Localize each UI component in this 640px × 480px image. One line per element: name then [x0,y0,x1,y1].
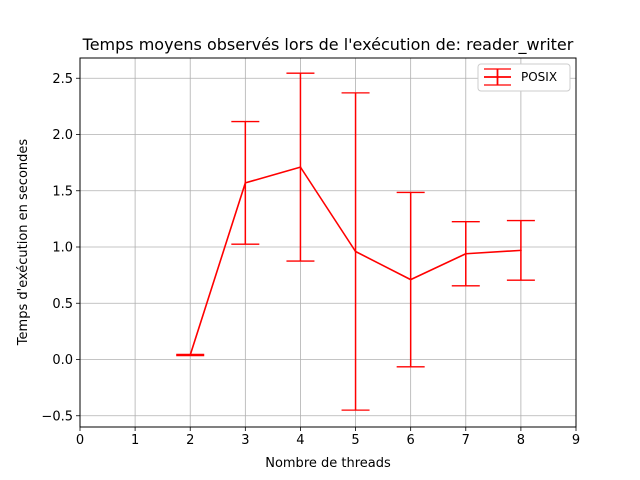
plot-frame [79,57,577,428]
data-point [299,166,302,169]
legend-label-posix: POSIX [521,70,557,84]
y-tick-label: 1.0 [52,241,73,256]
data-point [519,249,522,252]
y-tick-label: −0.5 [41,409,73,424]
x-axis-title: Nombre de threads [265,456,391,471]
x-tick-label: 3 [241,433,249,448]
x-tick-label: 1 [131,433,139,448]
legend-box [477,63,571,92]
data-point [354,250,357,253]
data-point [464,252,467,255]
y-tick-label: 2.0 [52,128,73,143]
ticks: 0 1 2 3 4 5 6 7 8 9 −0.5 0.0 0.5 1.0 1.5 2.0 2.5 [41,72,580,448]
x-tick-label: 7 [462,433,470,448]
x-tick-label: 9 [572,433,580,448]
x-tick-label: 4 [296,433,304,448]
x-tick-label: 8 [517,433,525,448]
x-tick-label: 0 [76,433,84,448]
y-axis-title: Temps d'exécution en secondes [16,139,31,347]
y-tick-label: 1.5 [52,184,73,199]
x-tick-label: 2 [186,433,194,448]
legend: POSIX [477,63,571,92]
x-tick-label: 6 [407,433,415,448]
y-tick-label: 0.5 [52,297,73,312]
y-tick-label: 2.5 [52,72,73,87]
x-tick-label: 5 [351,433,359,448]
y-tick-label: 0.0 [52,353,73,368]
data-point [244,181,247,184]
data-point [189,354,192,356]
data-point [409,278,412,281]
chart-title: Temps moyens observés lors de l'exécutio… [82,35,574,55]
series-layer [176,72,535,411]
